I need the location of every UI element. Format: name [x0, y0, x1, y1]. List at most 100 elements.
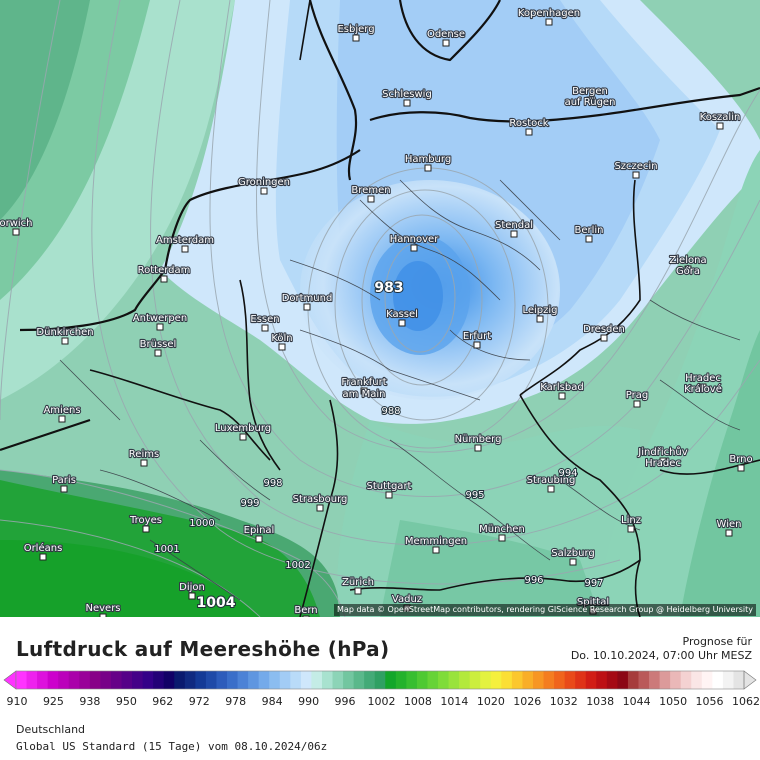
city-marker	[525, 128, 533, 136]
scale-swatch	[68, 671, 80, 689]
scale-swatch	[321, 671, 334, 689]
city-label: Stendal	[495, 220, 533, 231]
city-label: Groningen	[238, 177, 290, 188]
scale-swatch	[300, 671, 312, 689]
city-marker	[360, 387, 368, 395]
scale-swatch	[649, 671, 661, 689]
scale-swatch	[406, 671, 418, 689]
scale-arrow-left	[3, 670, 17, 690]
city-label: Vaduz	[392, 594, 422, 605]
city-marker	[659, 457, 667, 465]
scale-swatch	[575, 671, 587, 689]
scale-swatch	[121, 671, 133, 689]
scale-swatch	[659, 671, 671, 689]
map-title: Luftdruck auf Meereshöhe (hPa)	[16, 637, 390, 661]
scale-swatch	[680, 671, 692, 689]
scale-tick-label: 972	[188, 695, 210, 708]
city-marker	[278, 343, 286, 351]
city-marker	[385, 491, 393, 499]
city-marker	[632, 171, 640, 179]
scale-swatch	[100, 671, 112, 689]
scale-swatch	[37, 671, 49, 689]
scale-swatch	[532, 671, 545, 689]
city-label: Kassel	[386, 309, 418, 320]
city-marker	[61, 337, 69, 345]
scale-swatch	[395, 671, 407, 689]
city-label: Schleswig	[382, 89, 432, 100]
scale-tick-label: 996	[334, 695, 356, 708]
city-label: Linz	[621, 515, 641, 526]
city-label: Essen	[250, 314, 279, 325]
scale-tick-label: 1038	[586, 695, 615, 708]
city-label: Rotterdam	[138, 265, 191, 276]
city-label: Luxemburg	[215, 423, 271, 434]
scale-tick-label: 1050	[659, 695, 688, 708]
city-marker	[354, 587, 362, 595]
scale-swatch	[374, 671, 386, 689]
legend-panel: Luftdruck auf Meereshöhe (hPa) Prognose …	[0, 617, 760, 760]
forecast-time: Do. 10.10.2024, 07:00 Uhr MESZ	[570, 649, 752, 662]
city-marker	[58, 415, 66, 423]
color-scale	[3, 670, 757, 690]
scale-swatch	[606, 671, 618, 689]
city-label: Zielona	[669, 255, 706, 266]
scale-swatch	[543, 671, 555, 689]
scale-swatch	[522, 671, 534, 689]
city-marker	[600, 334, 608, 342]
city-marker	[403, 99, 411, 107]
city-label: Köln	[271, 333, 292, 344]
isobar-label: 998	[263, 478, 282, 489]
scale-swatch	[722, 671, 734, 689]
city-marker	[558, 392, 566, 400]
city-marker	[474, 444, 482, 452]
city-marker	[60, 485, 68, 493]
isobar-label: 1000	[189, 518, 214, 529]
scale-swatch	[511, 671, 523, 689]
city-label: Szczecin	[614, 161, 657, 172]
scale-swatch	[290, 671, 302, 689]
city-label: München	[479, 524, 525, 535]
city-marker	[99, 613, 107, 617]
city-marker	[569, 558, 577, 566]
city-marker	[725, 529, 733, 537]
city-label: Hamburg	[405, 154, 451, 165]
city-label: Salzburg	[551, 548, 594, 559]
city-marker	[12, 228, 20, 236]
city-label: Zürich	[342, 577, 374, 588]
scale-swatch	[332, 671, 344, 689]
scale-swatch	[416, 671, 428, 689]
city-marker	[398, 319, 406, 327]
scale-swatch	[385, 671, 397, 689]
scale-tick-label: 950	[115, 695, 137, 708]
city-label: am Main	[343, 389, 386, 400]
scale-swatch	[47, 671, 59, 689]
scale-swatch	[163, 671, 175, 689]
scale-swatch	[26, 671, 38, 689]
scale-swatch	[585, 671, 597, 689]
city-label: Esbjerg	[337, 24, 374, 35]
scale-swatch	[691, 671, 703, 689]
scale-tick-label: 978	[225, 695, 247, 708]
scale-swatch	[459, 671, 471, 689]
scale-tick-label: 1044	[622, 695, 651, 708]
isobar-label: 1001	[154, 544, 179, 555]
city-label: Dijon	[179, 582, 205, 593]
scale-swatch	[617, 671, 629, 689]
scale-swatch	[89, 671, 101, 689]
city-label: Dortmund	[282, 293, 333, 304]
scale-swatch	[16, 671, 28, 689]
scale-swatch	[110, 671, 123, 689]
scale-tick-label: 962	[152, 695, 174, 708]
city-marker	[260, 187, 268, 195]
city-marker	[261, 324, 269, 332]
scale-swatch	[311, 671, 323, 689]
city-marker	[473, 341, 481, 349]
isobar-label: 994	[558, 468, 577, 479]
city-marker	[586, 96, 594, 104]
map-attribution[interactable]: Map data © OpenStreetMap contributors, r…	[334, 604, 756, 616]
scale-swatch	[237, 671, 249, 689]
city-label: Králové	[684, 383, 722, 395]
scale-tick-label: 1056	[695, 695, 724, 708]
city-label: Strasbourg	[293, 494, 348, 505]
isobar-label: 1002	[285, 560, 310, 571]
